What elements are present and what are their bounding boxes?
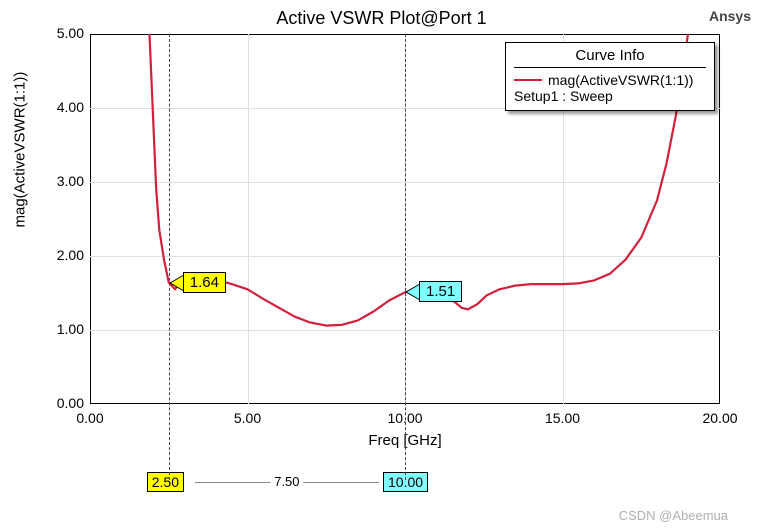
legend-title: Curve Info <box>514 47 706 68</box>
marker-arrow-icon <box>171 276 183 290</box>
grid-vline <box>248 34 249 404</box>
brand-label: Ansys <box>709 8 751 24</box>
legend-extra: Setup1 : Sweep <box>514 88 706 104</box>
legend-swatch <box>514 79 542 81</box>
watermark: CSDN @Abeemua <box>619 508 728 523</box>
y-tick-label: 1.00 <box>57 321 84 337</box>
y-axis-label: mag(ActiveVSWR(1:1)) <box>12 208 29 228</box>
x-tick-label: 0.00 <box>76 410 103 426</box>
y-tick-label: 5.00 <box>57 25 84 41</box>
marker-vline <box>169 34 170 480</box>
x-tick-label: 20.00 <box>702 410 737 426</box>
y-tick-label: 0.00 <box>57 395 84 411</box>
marker-arrow-icon <box>407 285 419 299</box>
legend-box[interactable]: Curve Info mag(ActiveVSWR(1:1)) Setup1 :… <box>505 42 715 111</box>
marker-label[interactable]: 1.51 <box>419 281 462 302</box>
chart-title: Active VSWR Plot@Port 1 <box>0 8 763 29</box>
y-tick-label: 2.00 <box>57 247 84 263</box>
legend-item: mag(ActiveVSWR(1:1)) <box>514 72 706 88</box>
marker-range-label: 7.50 <box>270 474 303 489</box>
marker-x-label[interactable]: 2.50 <box>147 472 184 492</box>
marker-vline <box>405 34 406 480</box>
marker-label[interactable]: 1.64 <box>183 272 226 293</box>
legend-item-label: mag(ActiveVSWR(1:1)) <box>548 72 693 88</box>
x-tick-label: 5.00 <box>234 410 261 426</box>
x-tick-label: 15.00 <box>545 410 580 426</box>
y-tick-label: 3.00 <box>57 173 84 189</box>
chart-container: { "title": "Active VSWR Plot@Port 1", "b… <box>0 0 763 529</box>
y-tick-label: 4.00 <box>57 99 84 115</box>
